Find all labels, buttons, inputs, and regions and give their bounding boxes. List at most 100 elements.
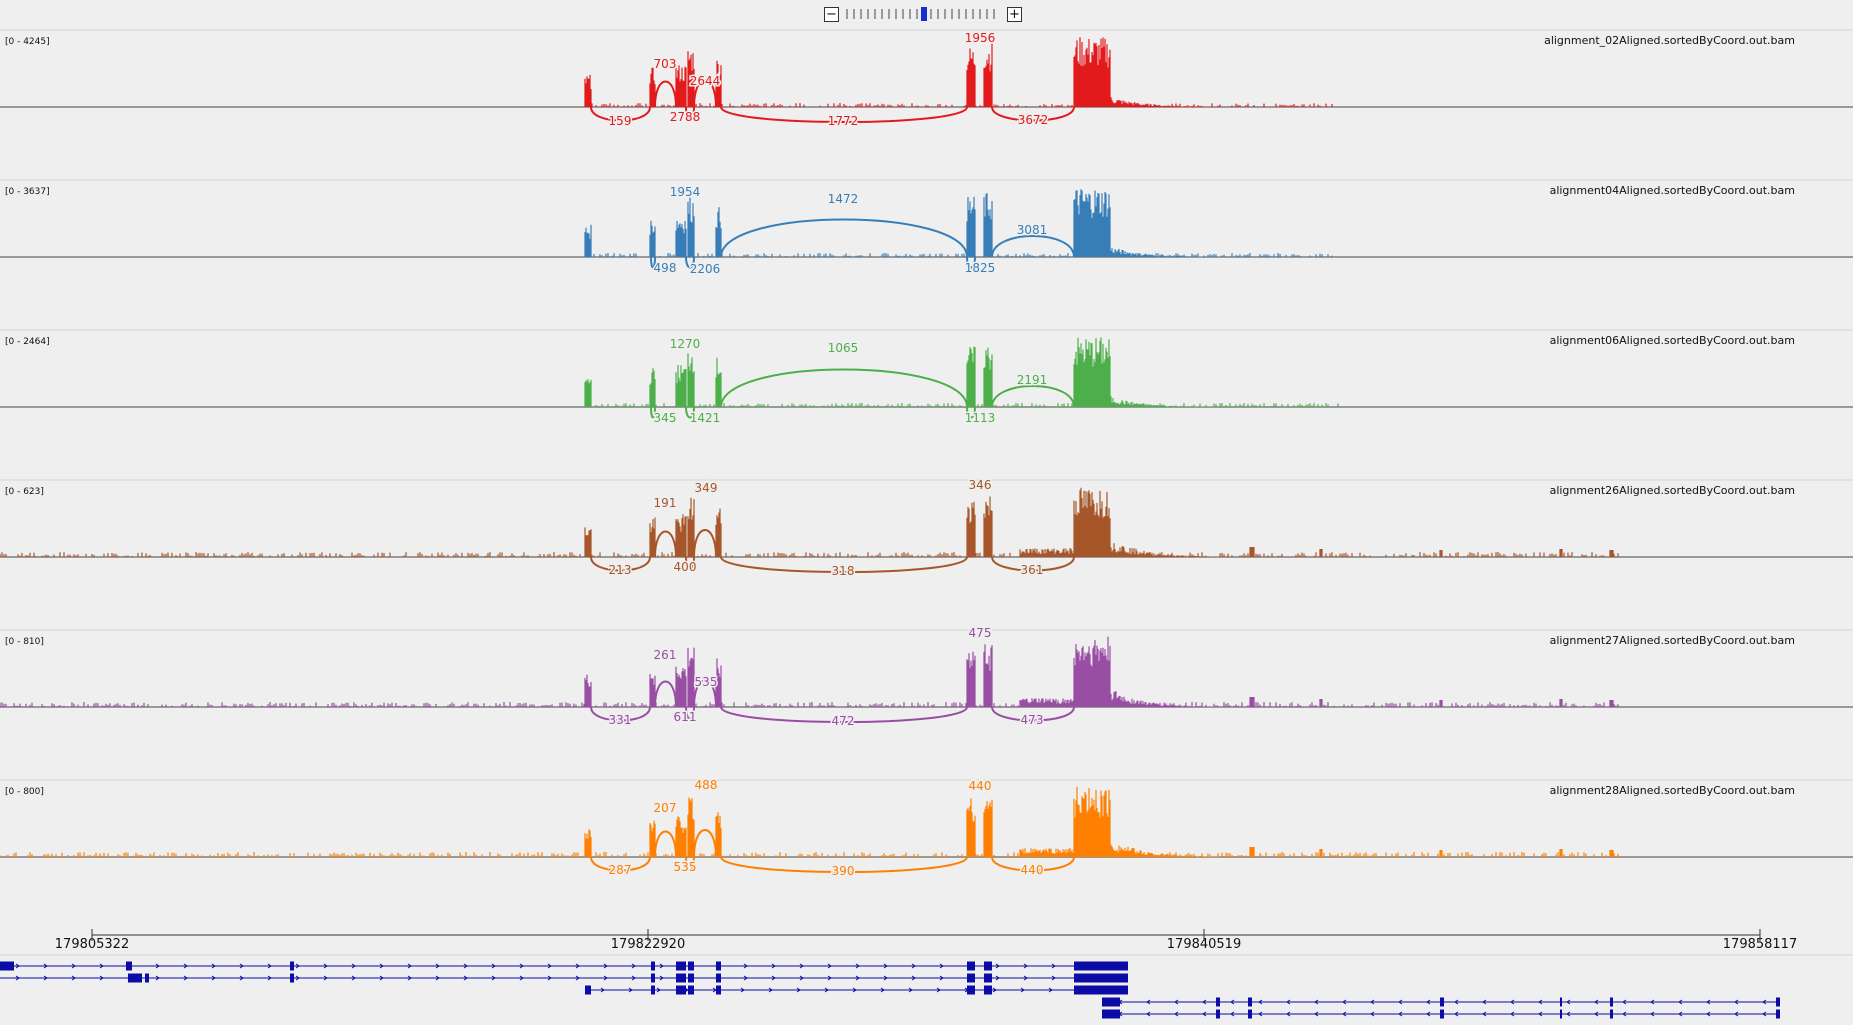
junction-arc <box>685 406 695 419</box>
strand-arrow <box>575 975 580 981</box>
zoom-out-button[interactable]: − <box>824 6 839 22</box>
exon-block <box>1102 1009 1120 1019</box>
junction-count-label: 3081 <box>1017 223 1048 237</box>
strand-arrow <box>491 963 496 969</box>
strand-arrow <box>1286 1011 1291 1017</box>
track-name[interactable]: alignment27Aligned.sortedByCoord.out.bam <box>1549 634 1795 647</box>
junction-count-label: 473 <box>1021 713 1044 727</box>
strand-arrow <box>99 975 104 981</box>
strand-arrow <box>1314 999 1319 1005</box>
junction-arc <box>991 706 1075 722</box>
track-name[interactable]: alignment_02Aligned.sortedByCoord.out.ba… <box>1544 34 1795 47</box>
strand-arrow <box>71 975 76 981</box>
strand-arrow <box>1678 1011 1683 1017</box>
junction-count-label: 2644 <box>690 74 721 88</box>
coverage-histogram <box>584 189 1333 257</box>
strand-arrow <box>1398 1011 1403 1017</box>
strand-arrow <box>463 963 468 969</box>
transcript <box>1102 997 1780 1007</box>
exon-block <box>1216 1009 1220 1019</box>
exon-block <box>290 973 294 983</box>
track-name[interactable]: alignment04Aligned.sortedByCoord.out.bam <box>1549 184 1795 197</box>
strand-arrow <box>771 963 776 969</box>
exon-block <box>688 985 694 995</box>
strand-arrow <box>239 975 244 981</box>
exon-block <box>1074 961 1128 971</box>
exon-block <box>651 985 655 995</box>
track-name[interactable]: alignment28Aligned.sortedByCoord.out.bam <box>1549 784 1795 797</box>
junction-count-label: 2206 <box>690 262 721 276</box>
strand-arrow <box>1734 1011 1739 1017</box>
strand-arrow <box>1174 999 1179 1005</box>
coverage-track: 261 535 475 331 611 472 473 <box>0 625 1853 730</box>
zoom-slider[interactable] <box>844 7 1002 21</box>
junction-arc <box>685 556 695 570</box>
track-range: [0 - 2464] <box>5 337 50 347</box>
strand-arrow <box>519 975 524 981</box>
strand-arrow <box>799 975 804 981</box>
strand-arrow <box>435 975 440 981</box>
strand-arrow <box>659 975 664 981</box>
junction-arc <box>693 79 717 108</box>
track-name[interactable]: alignment06Aligned.sortedByCoord.out.bam <box>1549 334 1795 347</box>
junction-count-label: 318 <box>832 564 855 578</box>
junction-count-label: 346 <box>969 478 992 492</box>
exon-block <box>676 961 686 971</box>
junction-count-label: 1065 <box>828 341 859 355</box>
strand-arrow <box>267 975 272 981</box>
strand-arrow <box>827 963 832 969</box>
exon-block <box>1610 1009 1613 1019</box>
strand-arrow <box>155 963 160 969</box>
strand-arrow <box>1482 1011 1487 1017</box>
strand-arrow <box>852 987 857 993</box>
strand-arrow <box>631 963 636 969</box>
junction-count-label: 535 <box>695 675 718 689</box>
strand-arrow <box>71 963 76 969</box>
exon-block <box>967 961 975 971</box>
coverage-histogram <box>584 37 1333 107</box>
exon-block <box>967 985 975 995</box>
exon-block <box>126 961 132 971</box>
junction-count-label: 1956 <box>965 31 996 45</box>
strand-arrow <box>183 963 188 969</box>
exon-block <box>1102 997 1120 1007</box>
track-range: [0 - 3637] <box>5 187 50 197</box>
strand-arrow <box>908 987 913 993</box>
junction-arc <box>590 556 651 572</box>
strand-arrow <box>1454 999 1459 1005</box>
coverage-track: 207 488 440 287 535 390 440 <box>0 777 1853 880</box>
junction-count-label: 472 <box>832 714 855 728</box>
strand-arrow <box>855 963 860 969</box>
exon-block <box>585 985 591 995</box>
strand-arrow <box>1051 975 1056 981</box>
exon-block <box>716 961 721 971</box>
junction-count-label: 207 <box>654 801 677 815</box>
strand-arrow <box>939 975 944 981</box>
ruler-label: 179822920 <box>610 937 686 952</box>
strand-arrow <box>883 963 888 969</box>
exon-block <box>128 973 142 983</box>
junction-arc <box>991 235 1075 258</box>
strand-arrow <box>435 963 440 969</box>
strand-arrow <box>379 975 384 981</box>
strand-arrow <box>295 975 300 981</box>
strand-arrow <box>547 975 552 981</box>
zoom-in-button[interactable]: + <box>1007 6 1022 22</box>
strand-arrow <box>547 963 552 969</box>
junction-count-label: 1772 <box>828 114 859 128</box>
ruler-label: 179805322 <box>54 937 130 952</box>
track-name[interactable]: alignment26Aligned.sortedByCoord.out.bam <box>1549 484 1795 497</box>
strand-arrow <box>1566 999 1571 1005</box>
exon-block <box>716 973 721 983</box>
strand-arrow <box>995 963 1000 969</box>
junction-arc <box>693 529 717 558</box>
junction-arc <box>654 680 677 708</box>
zoom-widget: − + <box>824 5 1022 23</box>
strand-arrow <box>1314 1011 1319 1017</box>
strand-arrow <box>1258 1011 1263 1017</box>
junction-count-label: 611 <box>674 710 697 724</box>
junction-count-label: 1472 <box>828 192 859 206</box>
coverage-track: 1954 1472 3081 498 2206 1825 <box>0 179 1853 278</box>
exon-block <box>1440 1009 1444 1019</box>
